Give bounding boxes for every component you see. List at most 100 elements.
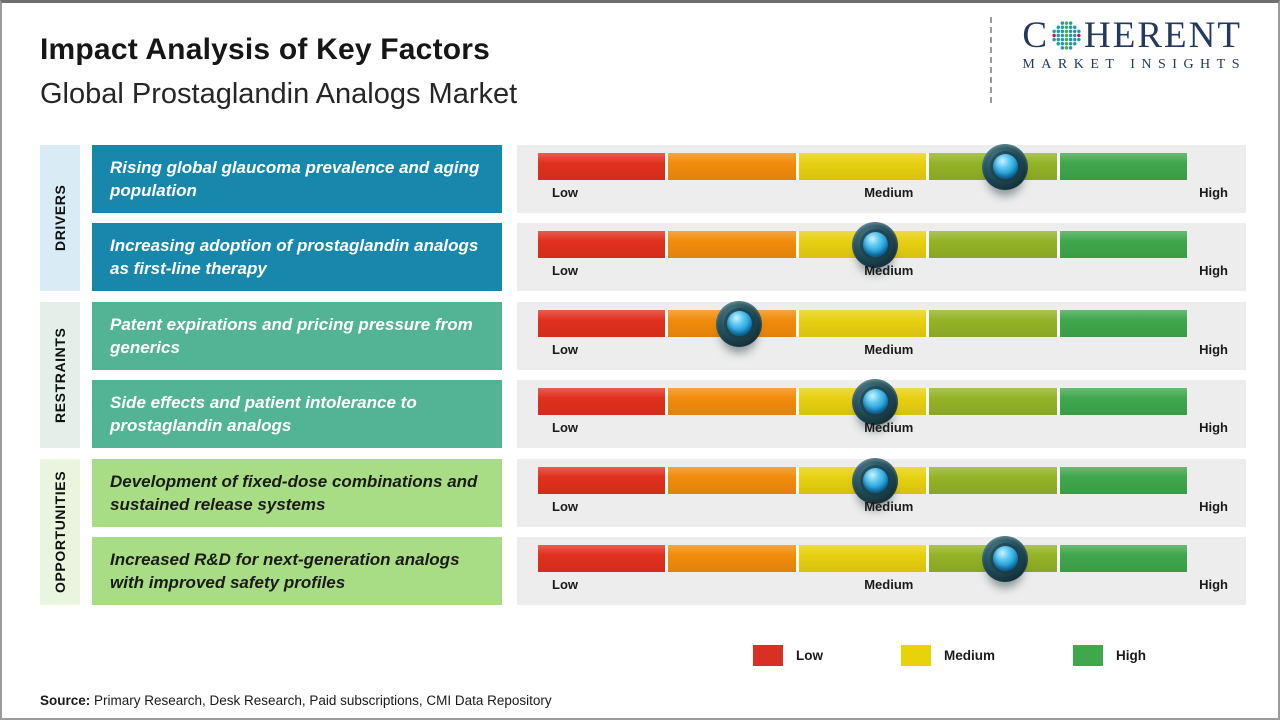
- scale-segment-2: [668, 388, 796, 415]
- scale-labels: Low Medium High: [517, 577, 1246, 594]
- category-label-drivers: DRIVERS: [40, 145, 80, 291]
- impact-scale-panel: Low Medium High: [517, 143, 1246, 213]
- scale-label-medium: Medium: [864, 185, 914, 200]
- factor-row: Increasing adoption of prostaglandin ana…: [92, 221, 1246, 291]
- impact-marker: [852, 457, 899, 504]
- scale-segment-3: [798, 153, 927, 180]
- scale-bar: [538, 545, 1188, 572]
- scale-segment-1: [538, 545, 666, 572]
- impact-scale-panel: Low Medium High: [517, 300, 1246, 370]
- scale-bar: [538, 310, 1188, 337]
- impact-scale-panel: Low Medium High: [517, 378, 1246, 448]
- group-restraints: RESTRAINTS Patent expirations and pricin…: [40, 300, 1246, 448]
- scale-label-high: High: [1199, 342, 1228, 357]
- impact-marker: [852, 221, 899, 268]
- logo-wordmark: C HERENT: [1022, 17, 1246, 54]
- factor-box: Development of fixed-dose combinations a…: [92, 459, 502, 527]
- globe-icon: [1050, 19, 1083, 52]
- legend-swatch-high: [1073, 645, 1103, 666]
- scale-labels: Low Medium High: [517, 185, 1246, 202]
- legend-item-medium: Medium: [900, 645, 995, 666]
- category-label-opportunities: OPPORTUNITIES: [40, 459, 80, 605]
- scale-segment-1: [538, 310, 666, 337]
- factor-row: Side effects and patient intolerance to …: [92, 378, 1246, 448]
- scale-labels: Low Medium High: [517, 342, 1246, 359]
- scale-segment-3: [798, 545, 927, 572]
- scale-segment-4: [929, 310, 1057, 337]
- scale-segment-2: [668, 545, 796, 572]
- impact-marker: [982, 143, 1029, 190]
- impact-scale-panel: Low Medium High: [517, 535, 1246, 605]
- scale-labels: Low Medium High: [517, 499, 1246, 516]
- scale-label-high: High: [1199, 499, 1228, 514]
- factor-row: Rising global glaucoma prevalence and ag…: [92, 143, 1246, 213]
- factor-box: Rising global glaucoma prevalence and ag…: [92, 145, 502, 213]
- scale-label-low: Low: [552, 499, 578, 514]
- scale-segment-3: [798, 310, 927, 337]
- scale-segment-5: [1059, 467, 1188, 494]
- dashed-divider: [990, 17, 993, 103]
- brand-logo: C HERENT MARKET INSIGHTS: [990, 17, 1246, 103]
- source-text: Primary Research, Desk Research, Paid su…: [90, 693, 552, 708]
- legend-item-low: Low: [752, 645, 823, 666]
- scale-segment-4: [929, 388, 1057, 415]
- category-label-restraints: RESTRAINTS: [40, 302, 80, 448]
- scale-segment-1: [538, 467, 666, 494]
- scale-segment-1: [538, 231, 666, 258]
- scale-segment-5: [1059, 231, 1188, 258]
- factor-box: Increased R&D for next-generation analog…: [92, 537, 502, 605]
- scale-label-high: High: [1199, 185, 1228, 200]
- source-line: Source: Primary Research, Desk Research,…: [40, 693, 1246, 708]
- impact-scale-panel: Low Medium High: [517, 457, 1246, 527]
- scale-segment-2: [668, 467, 796, 494]
- legend-label-medium: Medium: [943, 648, 995, 663]
- factor-box: Patent expirations and pricing pressure …: [92, 302, 502, 370]
- scale-label-medium: Medium: [864, 420, 914, 435]
- scale-label-low: Low: [552, 263, 578, 278]
- group-opportunities: OPPORTUNITIES Development of fixed-dose …: [40, 457, 1246, 605]
- scale-segment-1: [538, 153, 666, 180]
- impact-marker: [716, 300, 763, 347]
- impact-scale-panel: Low Medium High: [517, 221, 1246, 291]
- scale-segment-1: [538, 388, 666, 415]
- factor-row: Development of fixed-dose combinations a…: [92, 457, 1246, 527]
- group-drivers: DRIVERS Rising global glaucoma prevalenc…: [40, 143, 1246, 291]
- factor-box: Side effects and patient intolerance to …: [92, 380, 502, 448]
- source-prefix: Source:: [40, 693, 91, 708]
- scale-label-medium: Medium: [864, 499, 914, 514]
- scale-labels: Low Medium High: [517, 263, 1246, 280]
- impact-marker: [852, 378, 899, 425]
- impact-matrix: DRIVERS Rising global glaucoma prevalenc…: [40, 143, 1246, 605]
- scale-segment-5: [1059, 153, 1188, 180]
- legend-swatch-medium: [900, 645, 931, 666]
- scale-label-low: Low: [552, 420, 578, 435]
- factor-row: Patent expirations and pricing pressure …: [92, 300, 1246, 370]
- scale-labels: Low Medium High: [517, 420, 1246, 437]
- scale-segment-4: [929, 231, 1057, 258]
- scale-label-medium: Medium: [864, 263, 914, 278]
- scale-segment-2: [668, 231, 796, 258]
- page-subtitle: Global Prostaglandin Analogs Market: [40, 78, 518, 110]
- legend: Low Medium High: [40, 645, 1246, 666]
- scale-label-medium: Medium: [864, 342, 914, 357]
- scale-label-high: High: [1199, 577, 1228, 592]
- scale-label-low: Low: [552, 577, 578, 592]
- legend-label-high: High: [1116, 648, 1146, 663]
- legend-swatch-low: [752, 645, 783, 666]
- scale-segment-5: [1059, 310, 1188, 337]
- header: Impact Analysis of Key Factors Global Pr…: [40, 3, 1246, 145]
- factor-row: Increased R&D for next-generation analog…: [92, 535, 1246, 605]
- scale-segment-5: [1059, 545, 1188, 572]
- logo-rest: HERENT: [1084, 15, 1242, 56]
- scale-label-high: High: [1199, 420, 1228, 435]
- legend-item-high: High: [1073, 645, 1146, 666]
- scale-segment-2: [668, 153, 796, 180]
- scale-segment-4: [929, 467, 1057, 494]
- scale-label-low: Low: [552, 185, 578, 200]
- impact-marker: [982, 535, 1029, 582]
- scale-bar: [538, 153, 1188, 180]
- scale-label-high: High: [1199, 263, 1228, 278]
- logo-letter-c: C: [1022, 15, 1050, 56]
- factor-box: Increasing adoption of prostaglandin ana…: [92, 223, 502, 291]
